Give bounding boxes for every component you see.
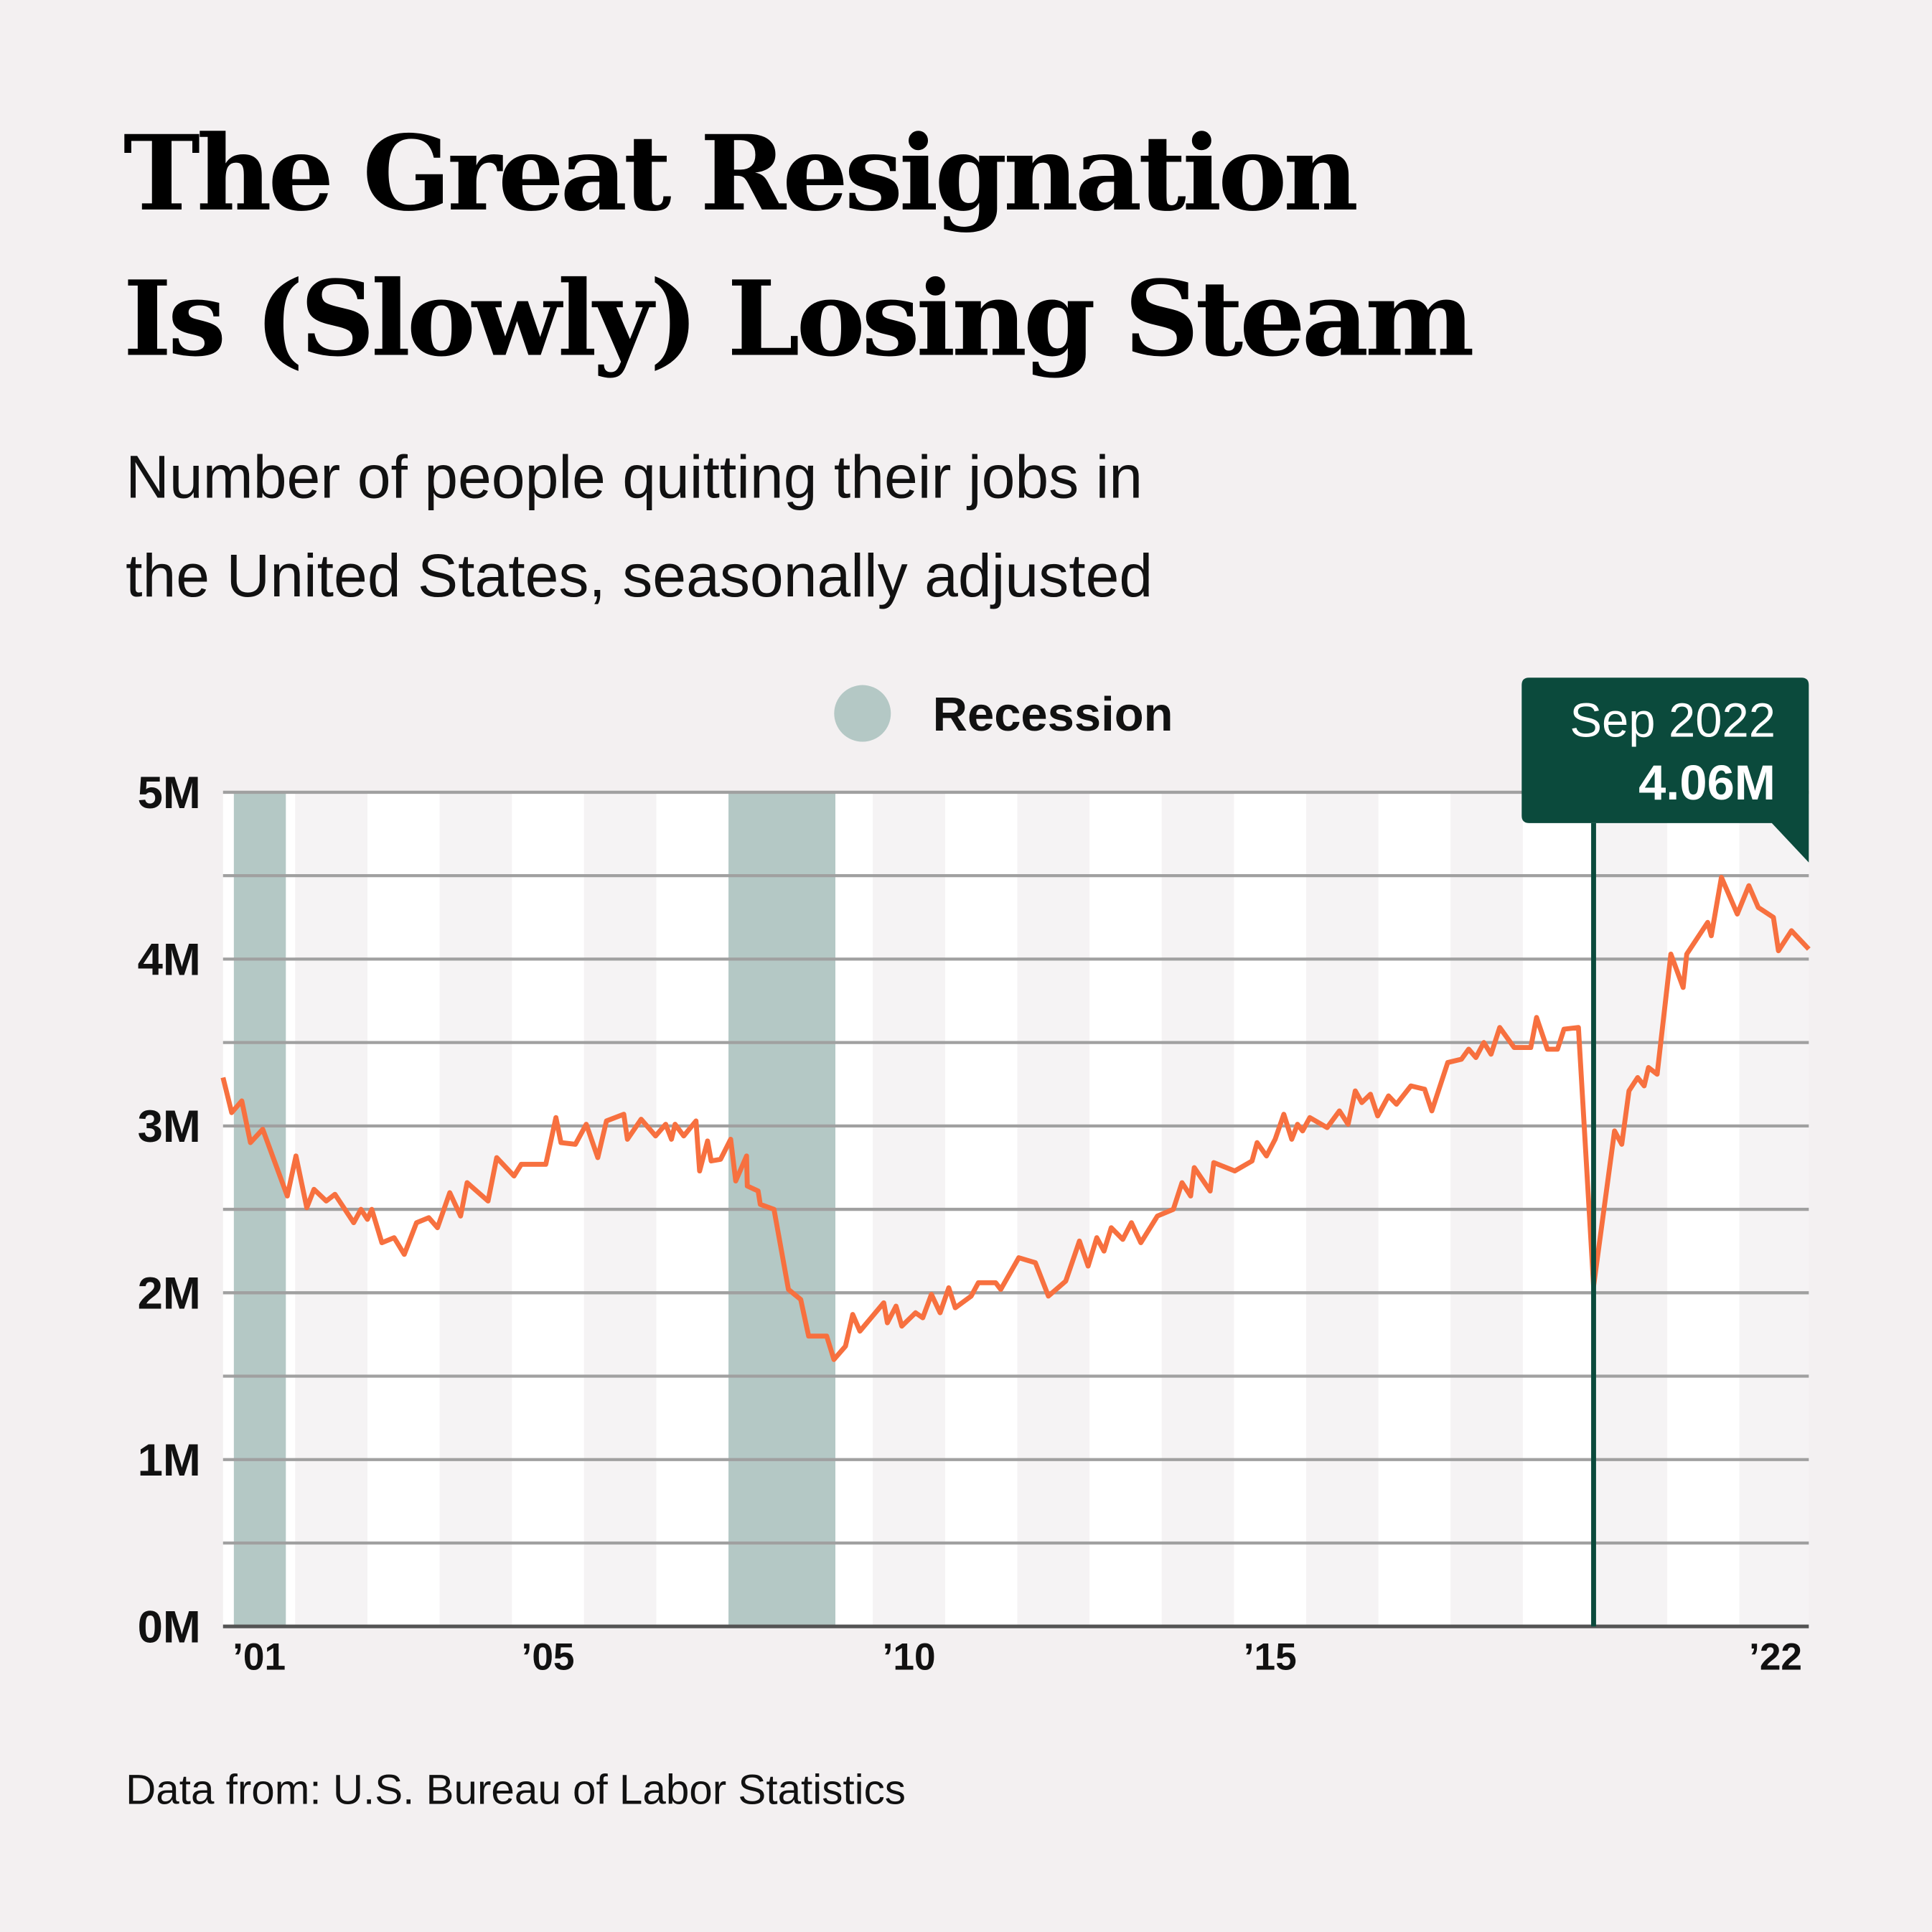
callout: Sep 2022 4.06M (1521, 677, 1809, 1627)
x-tick-label: ’01 (233, 1636, 286, 1678)
title-line-2: Is (Slowly) Losing Steam (123, 257, 1475, 380)
y-tick-label: 3M (138, 1101, 201, 1152)
y-tick-label: 5M (138, 767, 201, 818)
x-tick-label: ’15 (1244, 1636, 1297, 1678)
legend-recession-label: Recession (933, 688, 1173, 741)
callout-value: 4.06M (1638, 755, 1776, 810)
subtitle: Number of people quitting their jobs in … (126, 428, 1153, 626)
subtitle-line-2: the United States, seasonally adjusted (126, 543, 1153, 610)
y-tick-label: 0M (138, 1602, 201, 1653)
subtitle-line-1: Number of people quitting their jobs in (126, 444, 1143, 512)
legend-recession-swatch (834, 685, 891, 742)
page-title: The Great Resignation Is (Slowly) Losing… (123, 101, 1475, 392)
title-line-1: The Great Resignation (123, 112, 1359, 235)
source-note: Data from: U.S. Bureau of Labor Statisti… (126, 1766, 906, 1814)
legend: Recession (834, 685, 1173, 742)
callout-date: Sep 2022 (1570, 694, 1776, 748)
y-tick-label: 2M (138, 1268, 201, 1319)
x-tick-label: ’10 (883, 1636, 936, 1678)
y-tick-label: 1M (138, 1435, 201, 1486)
y-axis: 0M 1M 2M 3M 4M 5M (138, 767, 201, 1652)
series (220, 875, 1811, 1362)
y-tick-label: 4M (138, 934, 201, 985)
x-tick-label: ’05 (522, 1636, 575, 1678)
x-tick-label: ’22 (1749, 1636, 1802, 1678)
callout-box (1521, 677, 1809, 863)
x-axis: ’01 ’05 ’10 ’15 ’22 (233, 1636, 1802, 1678)
